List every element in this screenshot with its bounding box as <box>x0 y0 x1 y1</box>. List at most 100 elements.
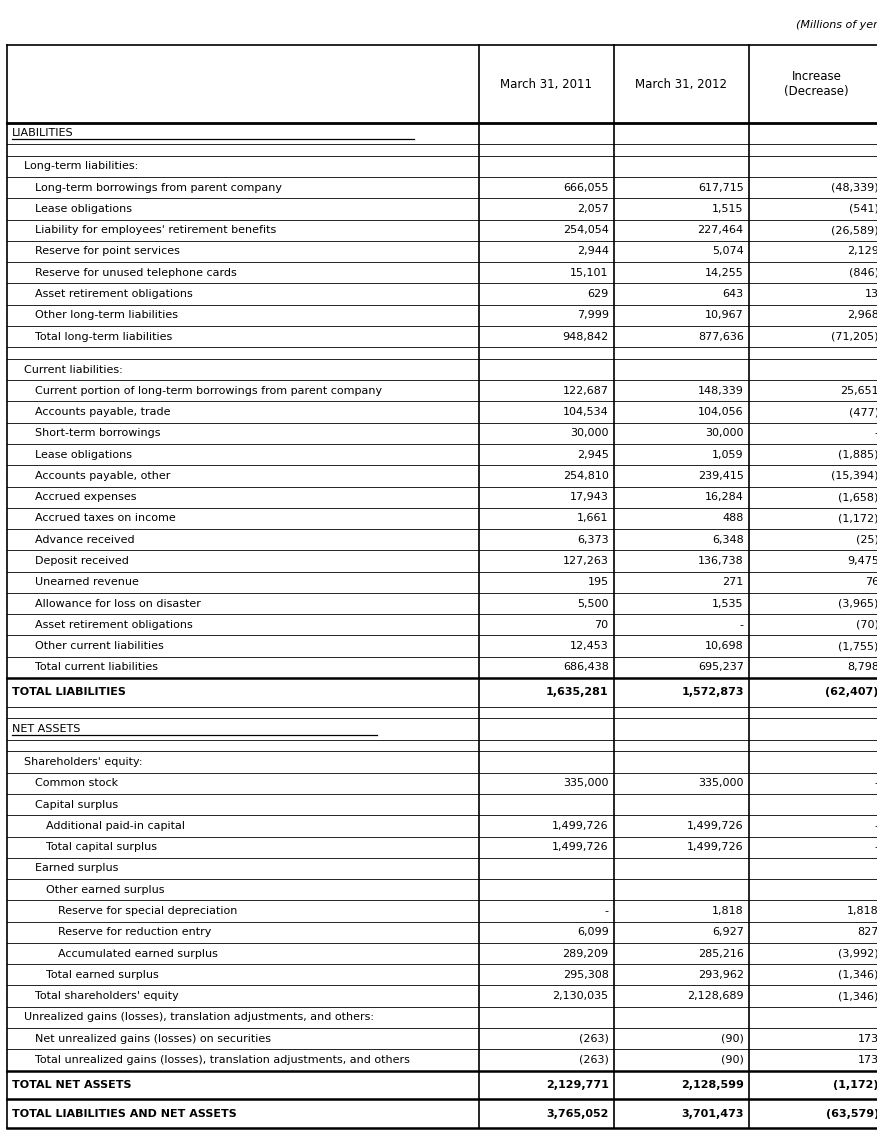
Text: 617,715: 617,715 <box>698 183 744 193</box>
Text: 195: 195 <box>588 577 609 587</box>
Text: 5,074: 5,074 <box>712 247 744 257</box>
Text: Asset retirement obligations: Asset retirement obligations <box>35 289 193 299</box>
Text: 666,055: 666,055 <box>563 183 609 193</box>
Text: (1,658): (1,658) <box>838 492 877 502</box>
Text: 271: 271 <box>723 577 744 587</box>
Text: Unrealized gains (losses), translation adjustments, and others:: Unrealized gains (losses), translation a… <box>24 1012 374 1022</box>
Text: 643: 643 <box>723 289 744 299</box>
Text: -: - <box>874 842 877 852</box>
Text: 12,453: 12,453 <box>570 641 609 651</box>
Text: 2,128,599: 2,128,599 <box>681 1080 744 1089</box>
Text: (477): (477) <box>849 407 877 417</box>
Text: 295,308: 295,308 <box>563 970 609 980</box>
Text: NET ASSETS: NET ASSETS <box>12 724 81 734</box>
Text: Deposit received: Deposit received <box>35 556 129 566</box>
Text: (70): (70) <box>856 620 877 629</box>
Text: Total shareholders' equity: Total shareholders' equity <box>35 991 179 1001</box>
Text: 289,209: 289,209 <box>562 949 609 959</box>
Text: Other long-term liabilities: Other long-term liabilities <box>35 310 178 320</box>
Text: 239,415: 239,415 <box>698 471 744 481</box>
Text: 1,499,726: 1,499,726 <box>687 842 744 852</box>
Text: 15,101: 15,101 <box>570 268 609 277</box>
Text: Other earned surplus: Other earned surplus <box>46 885 165 895</box>
Text: 2,128,689: 2,128,689 <box>687 991 744 1001</box>
Text: 254,054: 254,054 <box>563 225 609 235</box>
Text: 6,927: 6,927 <box>712 927 744 937</box>
Text: 1,572,873: 1,572,873 <box>681 687 744 698</box>
Text: 6,373: 6,373 <box>577 535 609 545</box>
Text: (1,755): (1,755) <box>838 641 877 651</box>
Text: (26,589): (26,589) <box>831 225 877 235</box>
Text: Total capital surplus: Total capital surplus <box>46 842 158 852</box>
Text: 173: 173 <box>858 1055 877 1064</box>
Text: (263): (263) <box>579 1055 609 1064</box>
Text: (90): (90) <box>721 1055 744 1064</box>
Text: 136,738: 136,738 <box>698 556 744 566</box>
Text: 148,339: 148,339 <box>698 386 744 395</box>
Text: 17,943: 17,943 <box>570 492 609 502</box>
Text: Lease obligations: Lease obligations <box>35 450 132 460</box>
Text: 1,535: 1,535 <box>712 599 744 609</box>
Text: 488: 488 <box>723 513 744 524</box>
Text: 16,284: 16,284 <box>705 492 744 502</box>
Text: (3,965): (3,965) <box>838 599 877 609</box>
Text: 948,842: 948,842 <box>562 332 609 342</box>
Text: (Millions of yen): (Millions of yen) <box>795 20 877 31</box>
Text: (1,346): (1,346) <box>838 991 877 1001</box>
Text: 2,968: 2,968 <box>847 310 877 320</box>
Text: 2,057: 2,057 <box>577 203 609 214</box>
Text: (71,205): (71,205) <box>831 332 877 342</box>
Text: 2,944: 2,944 <box>577 247 609 257</box>
Text: 8,798: 8,798 <box>847 662 877 673</box>
Text: 76: 76 <box>865 577 877 587</box>
Text: TOTAL NET ASSETS: TOTAL NET ASSETS <box>12 1080 132 1089</box>
Text: 293,962: 293,962 <box>698 970 744 980</box>
Text: 1,818: 1,818 <box>847 907 877 916</box>
Text: 335,000: 335,000 <box>563 778 609 788</box>
Text: 227,464: 227,464 <box>697 225 744 235</box>
Text: March 31, 2012: March 31, 2012 <box>636 77 727 91</box>
Text: Earned surplus: Earned surplus <box>35 863 118 874</box>
Text: (15,394): (15,394) <box>831 471 877 481</box>
Text: Accrued expenses: Accrued expenses <box>35 492 137 502</box>
Text: (1,172): (1,172) <box>838 513 877 524</box>
Text: 13: 13 <box>865 289 877 299</box>
Text: Accounts payable, other: Accounts payable, other <box>35 471 170 481</box>
Text: TOTAL LIABILITIES: TOTAL LIABILITIES <box>12 687 126 698</box>
Text: Other current liabilities: Other current liabilities <box>35 641 164 651</box>
Text: 1,499,726: 1,499,726 <box>552 842 609 852</box>
Text: Reserve for special depreciation: Reserve for special depreciation <box>58 907 238 916</box>
Text: 827: 827 <box>858 927 877 937</box>
Text: 104,056: 104,056 <box>698 407 744 417</box>
Text: Lease obligations: Lease obligations <box>35 203 132 214</box>
Text: Shareholders' equity:: Shareholders' equity: <box>24 757 142 767</box>
Text: 686,438: 686,438 <box>563 662 609 673</box>
Text: (263): (263) <box>579 1034 609 1044</box>
Text: 1,818: 1,818 <box>712 907 744 916</box>
Text: 30,000: 30,000 <box>570 428 609 438</box>
Text: 1,661: 1,661 <box>577 513 609 524</box>
Text: Capital surplus: Capital surplus <box>35 800 118 810</box>
Text: (62,407): (62,407) <box>825 687 877 698</box>
Text: 285,216: 285,216 <box>698 949 744 959</box>
Text: 1,635,281: 1,635,281 <box>546 687 609 698</box>
Text: (541): (541) <box>849 203 877 214</box>
Text: Additional paid-in capital: Additional paid-in capital <box>46 821 185 830</box>
Text: (1,172): (1,172) <box>833 1080 877 1089</box>
Text: 173: 173 <box>858 1034 877 1044</box>
Text: 2,129: 2,129 <box>847 247 877 257</box>
Text: 2,945: 2,945 <box>577 450 609 460</box>
Text: March 31, 2011: March 31, 2011 <box>501 77 592 91</box>
Text: Accrued taxes on income: Accrued taxes on income <box>35 513 175 524</box>
Text: LIABILITIES: LIABILITIES <box>12 128 74 139</box>
Text: 3,765,052: 3,765,052 <box>546 1109 609 1119</box>
Text: Unearned revenue: Unearned revenue <box>35 577 139 587</box>
Text: 2,130,035: 2,130,035 <box>553 991 609 1001</box>
Text: (3,992): (3,992) <box>838 949 877 959</box>
Text: -: - <box>739 620 744 629</box>
Text: 7,999: 7,999 <box>577 310 609 320</box>
Text: (846): (846) <box>849 268 877 277</box>
Text: 3,701,473: 3,701,473 <box>681 1109 744 1119</box>
Text: 1,059: 1,059 <box>712 450 744 460</box>
Text: 14,255: 14,255 <box>705 268 744 277</box>
